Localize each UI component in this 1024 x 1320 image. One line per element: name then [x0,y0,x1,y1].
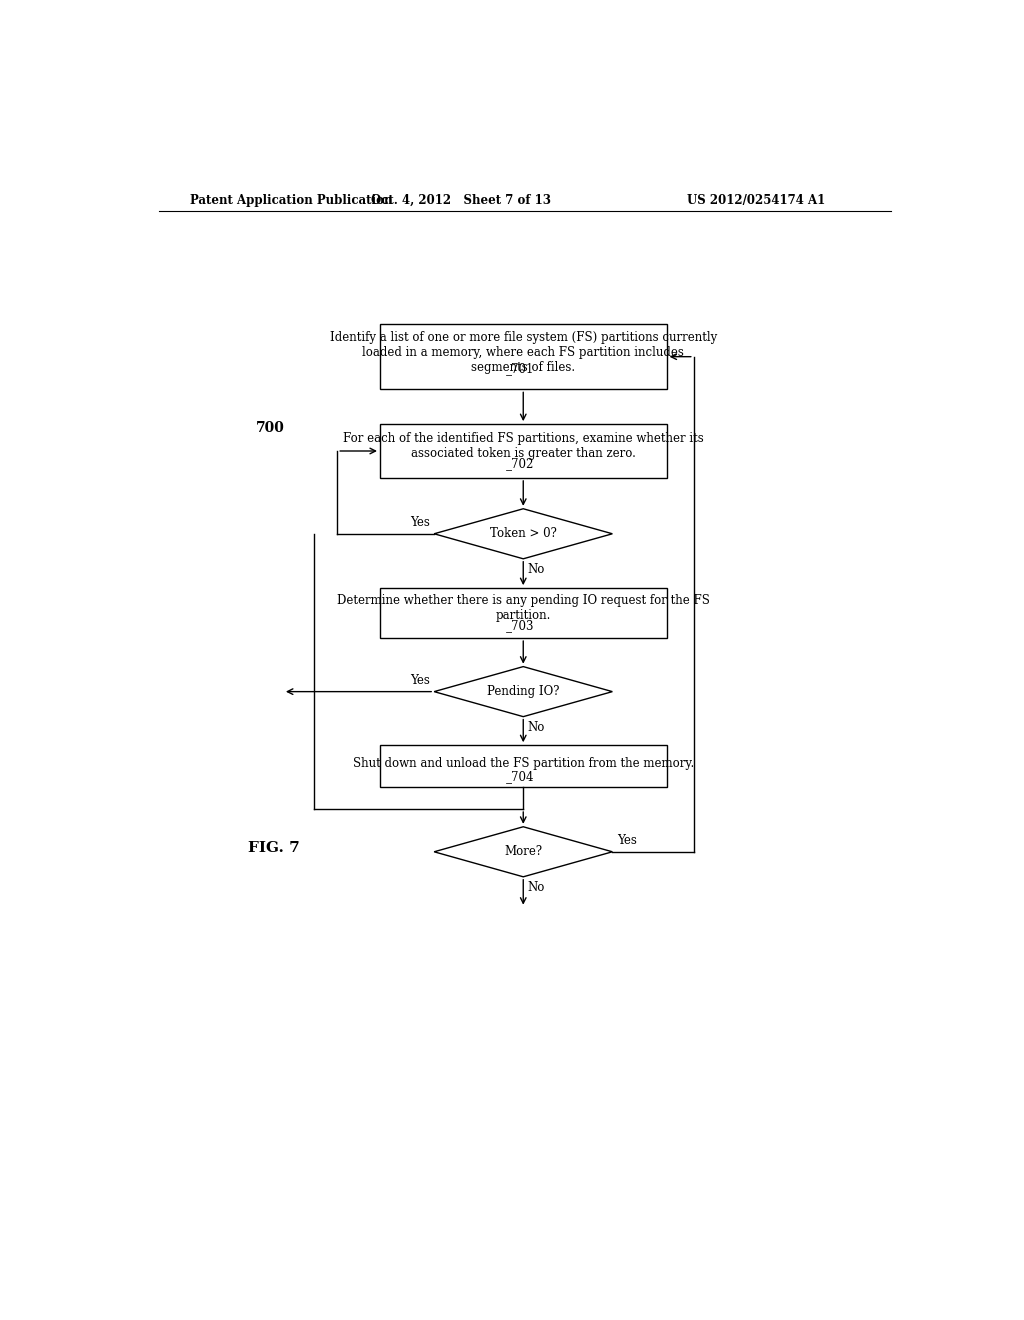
Text: ̲701: ̲701 [512,363,535,375]
Text: ̲702: ̲702 [512,457,535,470]
Bar [380,589,667,638]
Text: US 2012/0254174 A1: US 2012/0254174 A1 [687,194,825,207]
Text: ̲704: ̲704 [512,771,535,784]
Text: Patent Application Publication: Patent Application Publication [190,194,392,207]
Text: Yes: Yes [410,675,429,686]
Bar [380,424,667,478]
Polygon shape [434,826,612,876]
Text: No: No [528,721,545,734]
Text: No: No [528,882,545,895]
Text: 700: 700 [256,421,285,434]
Polygon shape [434,508,612,558]
Polygon shape [434,667,612,717]
Text: For each of the identified FS partitions, examine whether its
associated token i: For each of the identified FS partitions… [343,433,703,461]
Text: Yes: Yes [410,516,429,529]
Text: Identify a list of one or more file system (FS) partitions currently
loaded in a: Identify a list of one or more file syst… [330,330,717,374]
Text: Oct. 4, 2012   Sheet 7 of 13: Oct. 4, 2012 Sheet 7 of 13 [372,194,551,207]
Text: No: No [528,564,545,577]
Text: Yes: Yes [617,834,637,847]
Text: Determine whether there is any pending IO request for the FS
partition.: Determine whether there is any pending I… [337,594,710,623]
Text: Shut down and unload the FS partition from the memory.: Shut down and unload the FS partition fr… [352,756,694,770]
Text: ̲703: ̲703 [512,619,535,632]
Text: FIG. 7: FIG. 7 [248,841,300,854]
Text: Pending IO?: Pending IO? [487,685,559,698]
Bar [380,744,667,788]
Text: Token > 0?: Token > 0? [489,527,557,540]
Text: More?: More? [504,845,543,858]
Bar [380,323,667,389]
